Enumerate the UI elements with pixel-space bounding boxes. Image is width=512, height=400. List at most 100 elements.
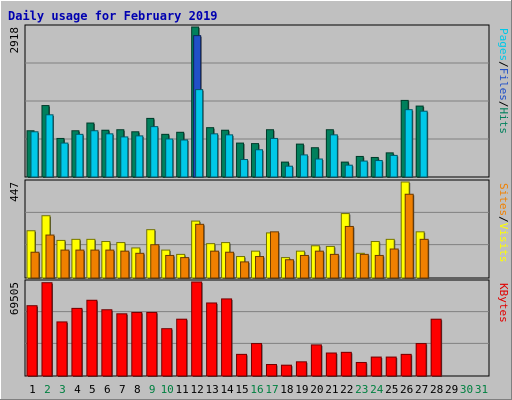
bar-pages xyxy=(90,130,99,178)
bar-pages xyxy=(374,160,384,178)
bar-kbytes xyxy=(101,309,113,377)
x-tick-label: 23 xyxy=(355,383,368,396)
legend-entry: Hits xyxy=(497,108,510,135)
bar-sites xyxy=(404,193,415,279)
bar-kbytes xyxy=(430,318,443,377)
x-tick-label: 11 xyxy=(176,383,189,396)
bar-sites xyxy=(210,250,220,279)
bar-kbytes xyxy=(71,307,83,377)
bar-pages xyxy=(299,154,309,178)
y-max-label: 69505 xyxy=(8,282,21,315)
bar-kbytes xyxy=(56,321,68,377)
legend: Sites/Visits xyxy=(497,183,510,263)
bar-kbytes xyxy=(236,353,248,377)
bar-pages xyxy=(60,142,69,178)
bar-pages xyxy=(195,89,204,178)
bar-kbytes xyxy=(146,311,158,377)
bar-kbytes xyxy=(116,313,128,377)
x-tick-label: 25 xyxy=(385,383,398,396)
x-tick-label: 3 xyxy=(59,383,66,396)
bar-pages xyxy=(284,165,294,178)
bar-pages xyxy=(165,138,174,178)
x-tick-label: 17 xyxy=(265,383,278,396)
bar-kbytes xyxy=(400,353,413,377)
bar-sites xyxy=(299,254,310,279)
x-tick-label: 21 xyxy=(325,383,338,396)
x-tick-label: 18 xyxy=(280,383,293,396)
bar-pages xyxy=(329,134,339,178)
bar-pages xyxy=(255,149,264,178)
bar-kbytes xyxy=(340,351,353,377)
bar-kbytes xyxy=(415,343,428,377)
bar-sites xyxy=(120,250,130,279)
panel-3: 69505 KBytes xyxy=(8,279,510,377)
bar-sites xyxy=(150,244,160,279)
bar-sites xyxy=(60,249,70,279)
bar-sites xyxy=(419,238,430,279)
legend-entry: / xyxy=(497,216,510,223)
bar-sites xyxy=(75,249,85,279)
bar-sites xyxy=(90,249,100,279)
bar-sites xyxy=(225,251,235,279)
chart-title: Daily usage for February 2019 xyxy=(8,9,218,23)
bar-sites xyxy=(240,261,250,279)
x-tick-label: 10 xyxy=(161,383,174,396)
bar-kbytes xyxy=(385,356,398,377)
y-max-label: 2918 xyxy=(8,27,21,54)
x-tick-label: 9 xyxy=(149,383,156,396)
x-tick-label: 1 xyxy=(29,383,36,396)
bar-pages xyxy=(210,133,219,178)
legend-entry: Sites xyxy=(497,183,510,216)
bar-sites xyxy=(180,257,190,279)
bar-pages xyxy=(75,133,84,178)
x-tick-label: 28 xyxy=(430,383,443,396)
x-tick-label: 31 xyxy=(475,383,488,396)
bar-kbytes xyxy=(295,361,308,377)
x-tick-label: 7 xyxy=(119,383,126,396)
legend-entry: / xyxy=(497,61,510,68)
bar-kbytes xyxy=(206,302,218,377)
bar-sites xyxy=(195,223,205,279)
bar-pages xyxy=(150,126,159,178)
legend-entry: Visits xyxy=(497,223,510,263)
bar-pages xyxy=(45,114,54,178)
legend-entry: / xyxy=(497,101,510,108)
bar-pages xyxy=(389,154,399,178)
bar-sites xyxy=(105,249,115,279)
bar-pages xyxy=(120,136,129,178)
legend-entry: Pages xyxy=(497,28,510,61)
x-tick-label: 4 xyxy=(74,383,81,396)
bar-sites xyxy=(135,252,145,279)
bar-sites xyxy=(344,225,355,279)
x-tick-label: 14 xyxy=(220,383,234,396)
legend-entry: KBytes xyxy=(497,283,510,323)
bar-pages xyxy=(314,158,324,178)
bar-sites xyxy=(165,254,175,279)
bar-sites xyxy=(45,234,55,279)
x-tick-label: 12 xyxy=(191,383,204,396)
bar-pages xyxy=(180,139,189,178)
x-tick-label: 29 xyxy=(445,383,458,396)
bar-pages xyxy=(359,160,369,178)
bar-sites xyxy=(269,231,280,279)
x-tick-label: 20 xyxy=(310,383,323,396)
bar-kbytes xyxy=(251,343,263,377)
x-tick-label: 30 xyxy=(460,383,473,396)
x-tick-label: 26 xyxy=(400,383,413,396)
bar-kbytes xyxy=(161,328,173,377)
bar-kbytes xyxy=(221,298,233,377)
bar-kbytes xyxy=(370,356,383,377)
bar-pages xyxy=(105,133,114,178)
bar-kbytes xyxy=(86,299,98,377)
bar-kbytes xyxy=(176,318,188,377)
bar-kbytes xyxy=(26,305,38,377)
bar-pages xyxy=(135,135,144,178)
y-max-label: 447 xyxy=(8,182,21,202)
bar-sites xyxy=(359,253,370,279)
panel-2: 447 Sites/Visits xyxy=(8,179,510,279)
bar-kbytes xyxy=(280,364,293,377)
bar-pages xyxy=(30,131,39,178)
x-tick-label: 13 xyxy=(205,383,218,396)
x-tick-label: 22 xyxy=(340,383,353,396)
x-tick-label: 15 xyxy=(235,383,248,396)
